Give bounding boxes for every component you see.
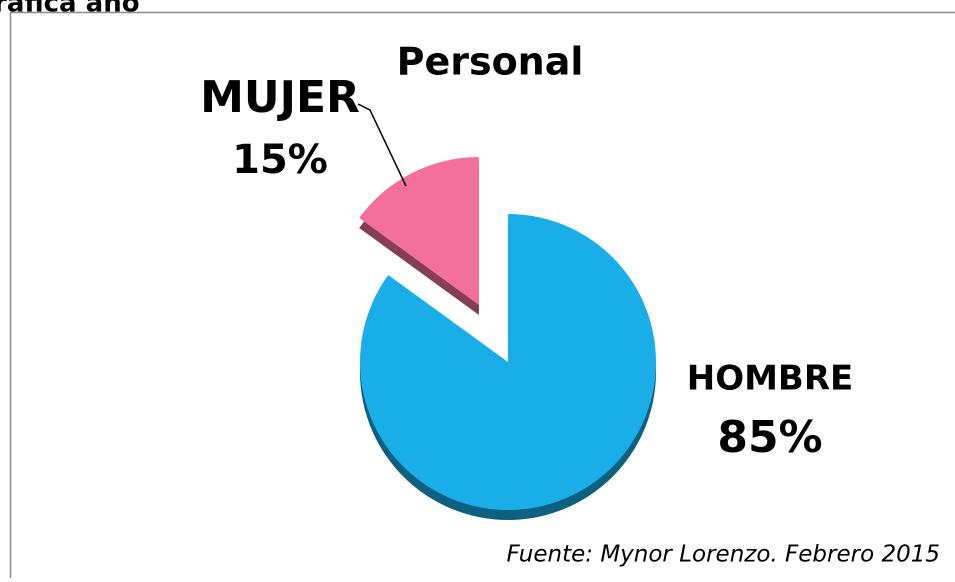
category-label: HOMBRE (687, 359, 854, 399)
chart-title: Personal (397, 40, 584, 84)
source-note: Fuente: Mynor Lorenzo. Febrero 2015 (507, 542, 941, 568)
value-label: 15% (232, 137, 328, 183)
value-label: 85% (717, 412, 822, 463)
category-label: MUJER (200, 72, 360, 123)
